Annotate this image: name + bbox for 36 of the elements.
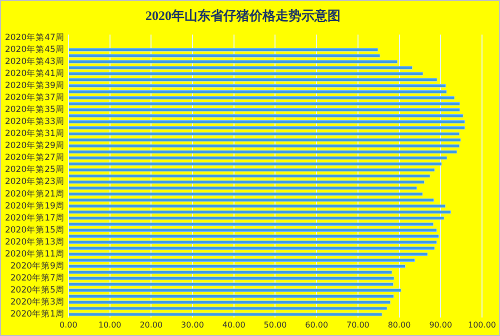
y-tick-label: 2020年第41周 — [4, 68, 64, 79]
y-tick-label: 2020年第17周 — [4, 212, 64, 224]
y-tick-label: 2020年第5周 — [10, 284, 64, 296]
y-tick-label: 2020年第37周 — [4, 92, 64, 103]
x-tick-label: 50.00 — [264, 320, 287, 330]
y-tick-label: 2020年第25周 — [4, 164, 64, 176]
y-tick-label: 2020年第43周 — [4, 56, 64, 67]
y-tick-label: 2020年第39周 — [4, 80, 64, 91]
y-tick-label: 2020年第23周 — [4, 176, 64, 188]
y-tick-label: 2020年第19周 — [4, 200, 64, 212]
chart-title: 2020年山东省仔猪价格走势示意图 — [146, 8, 340, 24]
y-tick-label: 2020年第15周 — [4, 224, 64, 236]
y-tick-label: 2020年第31周 — [4, 128, 64, 140]
x-tick-label: 90.00 — [429, 320, 452, 330]
y-tick-label: 2020年第35周 — [4, 104, 64, 116]
x-tick-label: 10.00 — [98, 320, 122, 330]
y-tick-label: 2020年第3周 — [10, 296, 64, 308]
x-tick-label: 70.00 — [346, 320, 370, 330]
y-tick-label: 2020年第29周 — [4, 140, 64, 152]
x-tick-label: 80.00 — [388, 320, 411, 330]
y-tick-label: 2020年第11周 — [4, 248, 64, 260]
y-tick-label: 2020年第33周 — [4, 116, 64, 128]
y-tick-label: 2020年第7周 — [10, 272, 64, 284]
x-tick-label: 40.00 — [222, 320, 246, 330]
y-tick-label: 2020年第27周 — [4, 152, 64, 164]
y-tick-label: 2020年第9周 — [10, 260, 64, 272]
x-tick-label: 100.00 — [468, 320, 496, 330]
y-tick-label: 2020年第1周 — [10, 308, 64, 320]
x-tick-label: 20.00 — [140, 320, 163, 330]
y-tick-label: 2020年第47周 — [4, 32, 64, 43]
x-tick-label: 30.00 — [181, 320, 204, 330]
x-tick-label: 0.00 — [60, 320, 78, 330]
y-tick-label: 2020年第45周 — [4, 44, 64, 55]
x-tick-label: 60.00 — [305, 320, 328, 330]
y-tick-label: 2020年第13周 — [4, 236, 64, 248]
y-tick-label: 2020年第21周 — [4, 188, 64, 200]
